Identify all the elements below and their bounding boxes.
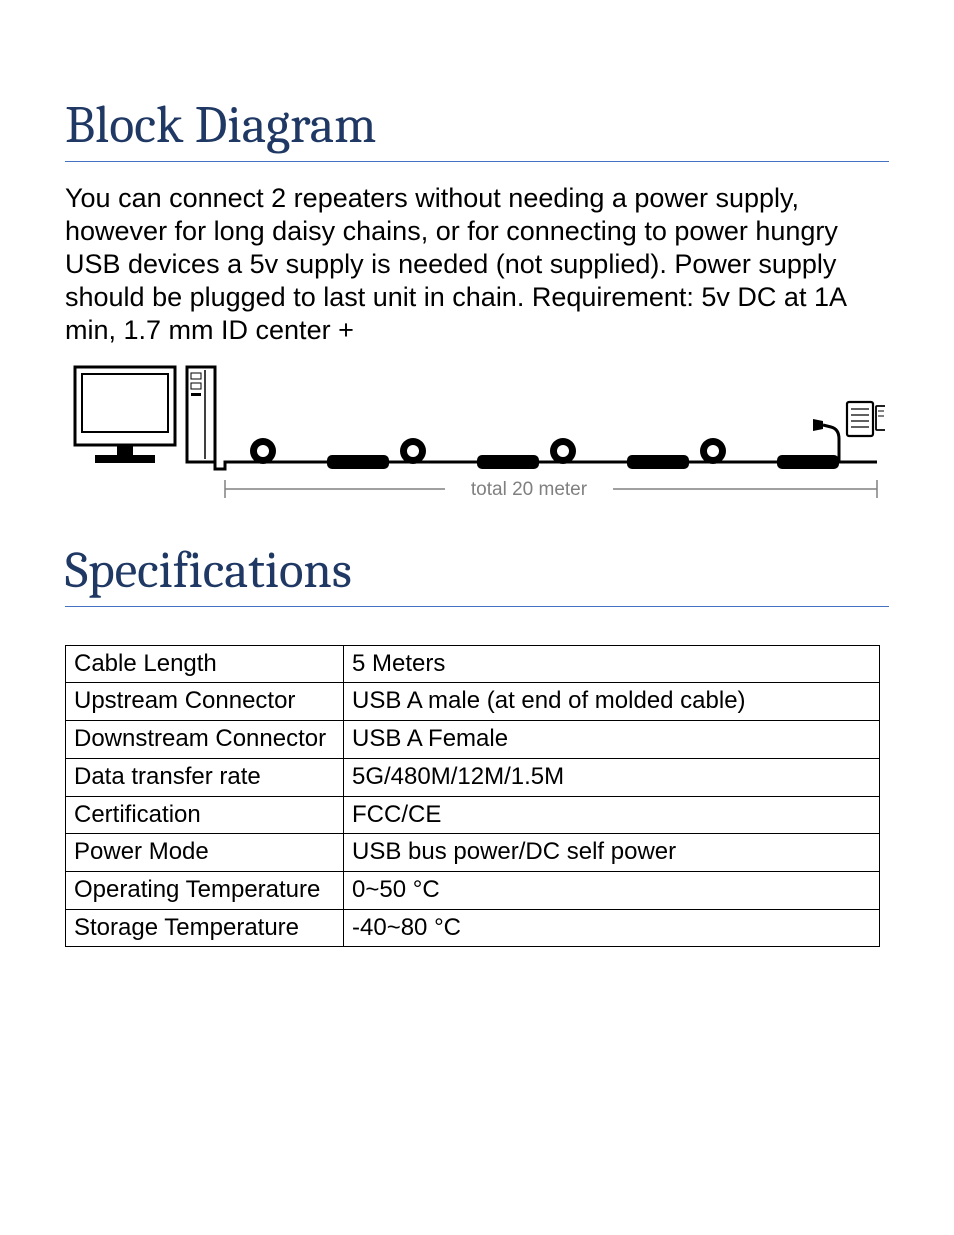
heading-specifications: Specifications (65, 541, 889, 607)
table-row: Certification FCC/CE (66, 796, 880, 834)
spec-label: Storage Temperature (66, 909, 344, 947)
block-diagram-illustration: total 20 meter (65, 357, 889, 527)
spec-value: 0~50 °C (344, 872, 880, 910)
cable-coil-3 (550, 438, 576, 464)
spec-label: Cable Length (66, 645, 344, 683)
cable-coil-1 (250, 438, 276, 464)
monitor-icon (75, 367, 175, 463)
specifications-table: Cable Length 5 Meters Upstream Connector… (65, 645, 880, 948)
end-device-icon (813, 402, 885, 462)
spec-value: 5G/480M/12M/1.5M (344, 758, 880, 796)
computer-tower-icon (187, 367, 215, 462)
table-row: Storage Temperature -40~80 °C (66, 909, 880, 947)
spec-value: 5 Meters (344, 645, 880, 683)
repeater-1 (327, 455, 389, 469)
spec-label: Operating Temperature (66, 872, 344, 910)
table-row: Power Mode USB bus power/DC self power (66, 834, 880, 872)
spec-label: Power Mode (66, 834, 344, 872)
spec-label: Data transfer rate (66, 758, 344, 796)
repeater-2 (477, 455, 539, 469)
cable-coil-2 (400, 438, 426, 464)
table-row: Cable Length 5 Meters (66, 645, 880, 683)
spec-value: FCC/CE (344, 796, 880, 834)
table-row: Downstream Connector USB A Female (66, 721, 880, 759)
spec-value: USB A Female (344, 721, 880, 759)
block-diagram-svg: total 20 meter (65, 357, 885, 527)
repeater-4 (777, 455, 839, 469)
table-row: Operating Temperature 0~50 °C (66, 872, 880, 910)
table-row: Data transfer rate 5G/480M/12M/1.5M (66, 758, 880, 796)
spec-label: Certification (66, 796, 344, 834)
block-diagram-paragraph: You can connect 2 repeaters without need… (65, 182, 889, 347)
spec-value: USB bus power/DC self power (344, 834, 880, 872)
spec-label: Upstream Connector (66, 683, 344, 721)
heading-block-diagram: Block Diagram (65, 95, 889, 162)
repeater-3 (627, 455, 689, 469)
cable-coil-4 (700, 438, 726, 464)
spec-value: USB A male (at end of molded cable) (344, 683, 880, 721)
table-row: Upstream Connector USB A male (at end of… (66, 683, 880, 721)
spec-label: Downstream Connector (66, 721, 344, 759)
span-bracket: total 20 meter (225, 479, 877, 500)
span-label: total 20 meter (471, 479, 588, 500)
spec-value: -40~80 °C (344, 909, 880, 947)
